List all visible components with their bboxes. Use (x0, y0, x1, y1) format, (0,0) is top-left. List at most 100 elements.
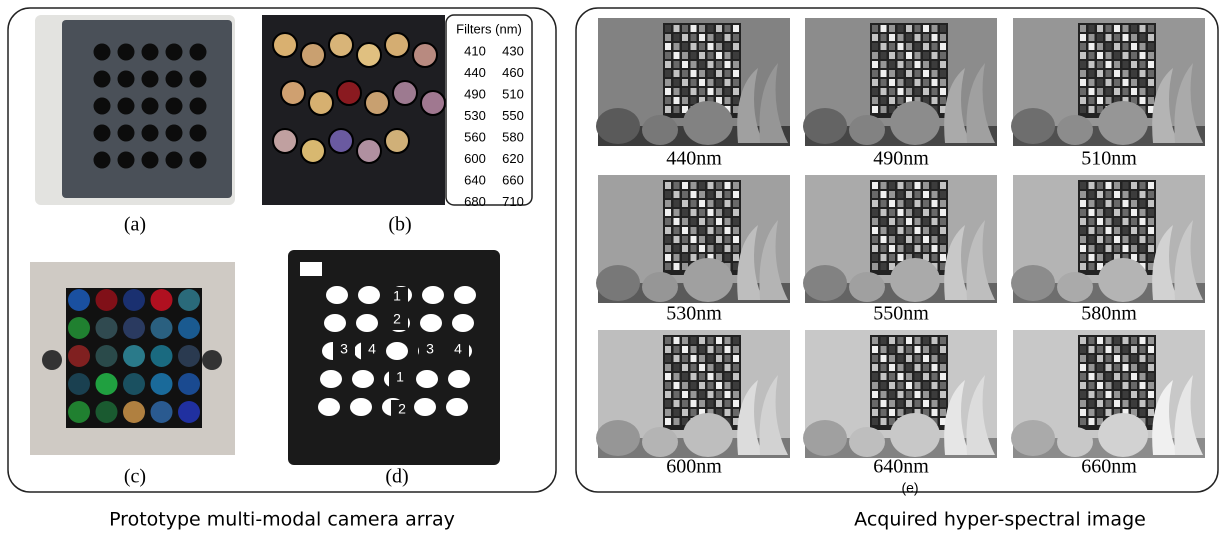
hole (142, 152, 159, 169)
patch (716, 88, 722, 95)
patch (1140, 209, 1146, 216)
patch (940, 25, 946, 32)
patch (699, 382, 705, 389)
patch (915, 346, 921, 353)
patch (682, 61, 688, 68)
patch (1097, 25, 1103, 32)
patch (691, 382, 697, 389)
patch (872, 236, 878, 243)
patch (881, 227, 887, 234)
hole (386, 342, 408, 360)
patch (889, 70, 895, 77)
patch (691, 400, 697, 407)
patch (923, 337, 929, 344)
patch (1080, 245, 1086, 252)
patch (881, 218, 887, 225)
hole (448, 370, 470, 388)
patch (1080, 88, 1086, 95)
fruit (803, 420, 847, 456)
patch (1114, 400, 1120, 407)
patch (733, 254, 739, 261)
patch (932, 391, 938, 398)
patch (1089, 25, 1095, 32)
patch (665, 106, 671, 113)
patch (665, 218, 671, 225)
fruit (1057, 272, 1093, 302)
patch (940, 236, 946, 243)
patch (940, 373, 946, 380)
patch (940, 97, 946, 104)
patch (923, 209, 929, 216)
hole (454, 286, 476, 304)
patch (708, 346, 714, 353)
patch (915, 337, 921, 344)
band-label: 580nm (1081, 303, 1137, 325)
patch (881, 52, 887, 59)
patch (872, 245, 878, 252)
patch (881, 191, 887, 198)
patch (733, 409, 739, 416)
patch (1148, 373, 1154, 380)
patch (1140, 182, 1146, 189)
patch (1148, 227, 1154, 234)
patch (915, 182, 921, 189)
hole (350, 398, 372, 416)
lens (96, 373, 118, 395)
patch (682, 355, 688, 362)
subfigure-label: (e) (901, 480, 918, 496)
patch (1114, 227, 1120, 234)
patch (881, 263, 887, 270)
patch (733, 337, 739, 344)
patch (932, 337, 938, 344)
patch (708, 227, 714, 234)
patch (1080, 97, 1086, 104)
patch (1089, 70, 1095, 77)
patch (1140, 382, 1146, 389)
patch (1089, 391, 1095, 398)
patch (1106, 70, 1112, 77)
patch (881, 209, 887, 216)
patch (915, 382, 921, 389)
patch (881, 61, 887, 68)
patch (932, 364, 938, 371)
patch (940, 409, 946, 416)
patch (889, 191, 895, 198)
patch (872, 409, 878, 416)
patch (889, 52, 895, 59)
patch (708, 245, 714, 252)
patch (923, 61, 929, 68)
patch (1140, 245, 1146, 252)
patch (725, 191, 731, 198)
patch (1114, 218, 1120, 225)
patch (1114, 245, 1120, 252)
patch (716, 227, 722, 234)
patch (691, 391, 697, 398)
patch (898, 236, 904, 243)
patch (708, 43, 714, 50)
patch (923, 391, 929, 398)
patch (674, 364, 680, 371)
patch (906, 43, 912, 50)
patch (898, 373, 904, 380)
patch (915, 191, 921, 198)
patch (1131, 88, 1137, 95)
patch (665, 97, 671, 104)
patch (932, 200, 938, 207)
patch (923, 382, 929, 389)
patch (699, 227, 705, 234)
patch (915, 200, 921, 207)
patch (733, 61, 739, 68)
patch (682, 200, 688, 207)
patch (699, 373, 705, 380)
patch (725, 337, 731, 344)
patch (906, 70, 912, 77)
patch (725, 236, 731, 243)
filter-disc (357, 139, 381, 163)
patch (1089, 88, 1095, 95)
patch (932, 88, 938, 95)
patch (682, 34, 688, 41)
patch (1114, 391, 1120, 398)
hole (94, 152, 111, 169)
patch (872, 263, 878, 270)
patch (733, 34, 739, 41)
